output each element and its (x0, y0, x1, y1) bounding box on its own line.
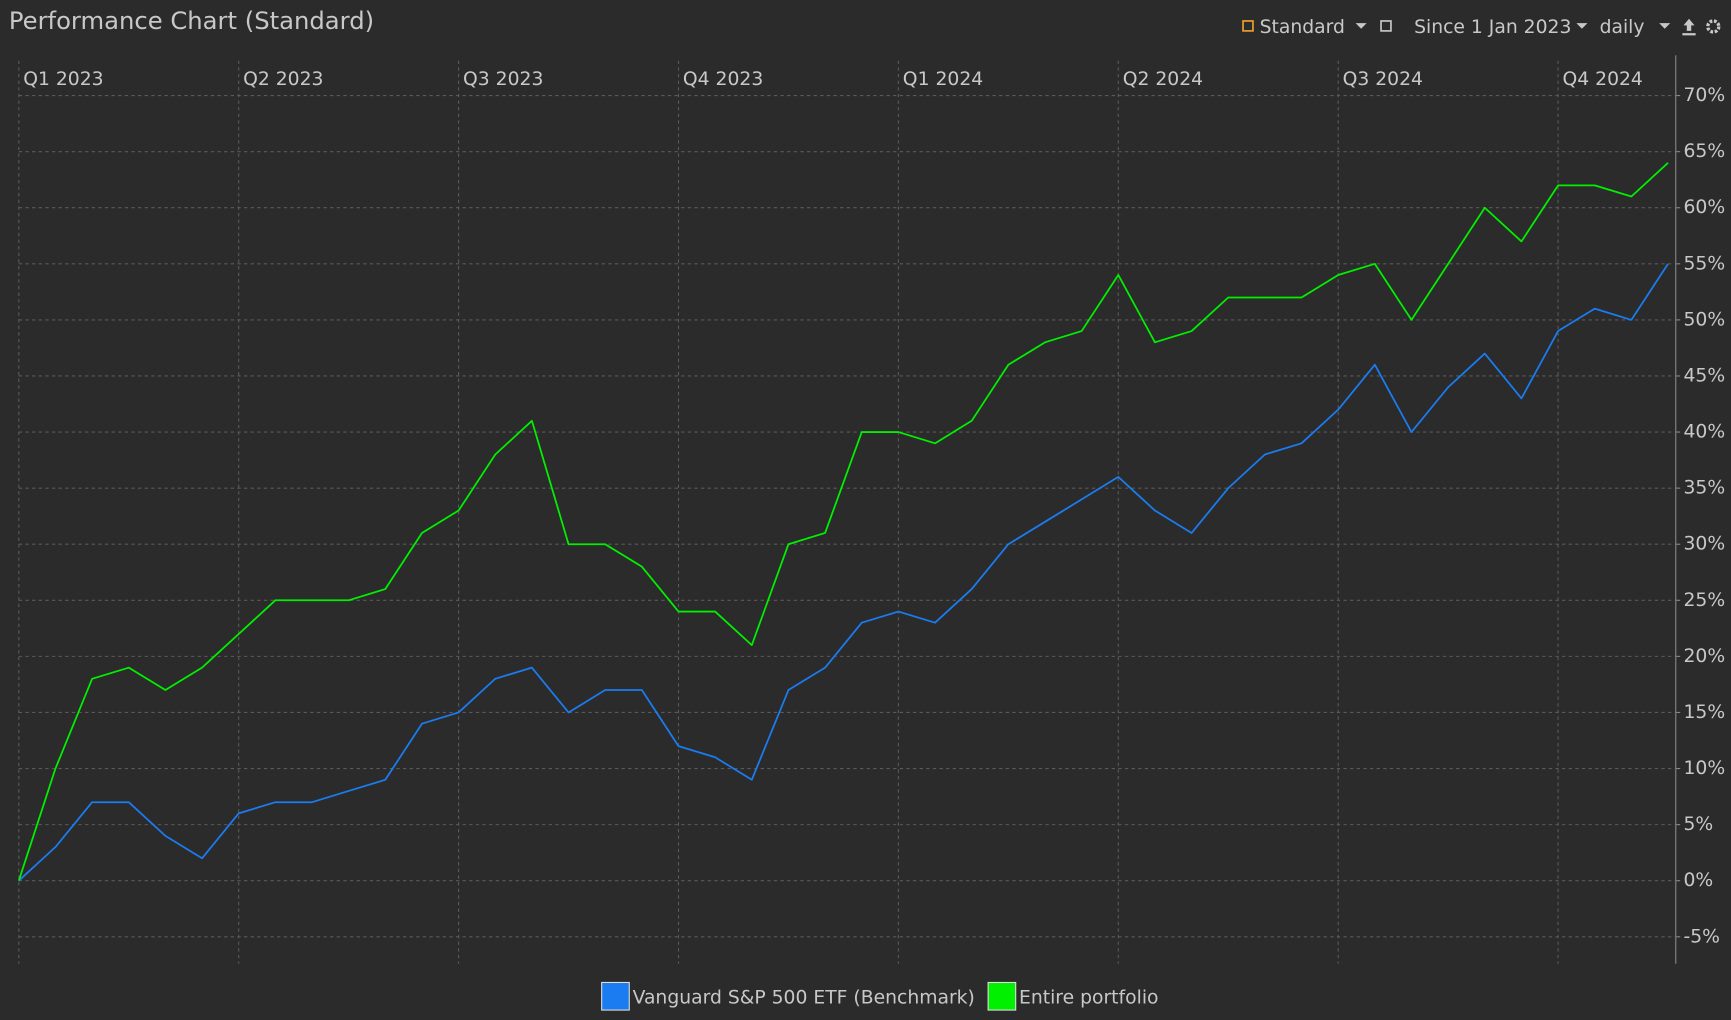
period-icon (1380, 20, 1392, 32)
period-dropdown[interactable] (1576, 23, 1588, 29)
y-tick-label: 15% (1683, 702, 1725, 723)
x-tick-label: Q3 2023 (463, 69, 543, 90)
legend-label: Vanguard S&P 500 ETF (Benchmark) (633, 987, 975, 1008)
export-button[interactable] (1682, 18, 1696, 36)
series-line (18, 263, 1669, 882)
interval-dropdown[interactable] (1659, 23, 1671, 29)
legend: Vanguard S&P 500 ETF (Benchmark) Entire p… (601, 981, 1158, 1011)
view-icon (1242, 20, 1254, 32)
view-dropdown[interactable] (1355, 23, 1367, 29)
y-tick-label: 5% (1683, 814, 1713, 835)
y-tick-label: 40% (1683, 422, 1725, 443)
x-tick-label: Q2 2023 (243, 69, 323, 90)
x-tick-label: Q1 2024 (903, 69, 983, 90)
x-tick-label: Q3 2024 (1343, 69, 1423, 90)
y-tick-label: 25% (1683, 590, 1725, 611)
y-tick-label: 30% (1683, 534, 1725, 555)
y-tick-label: 20% (1683, 646, 1725, 667)
y-tick-label: 55% (1683, 253, 1725, 274)
x-tick-label: Q4 2023 (683, 69, 763, 90)
toolbar: Standard Since 1 Jan 2023 daily (1242, 17, 1721, 38)
legend-label: Entire portfolio (1019, 987, 1158, 1008)
interval-selector[interactable]: daily (1600, 17, 1645, 38)
y-tick-label: 50% (1683, 309, 1725, 330)
y-tick-label: 60% (1683, 197, 1725, 218)
y-tick-label: 0% (1683, 870, 1713, 891)
view-title: Performance Chart (Standard) (9, 6, 374, 35)
y-tick-label: 65% (1683, 141, 1725, 162)
period-selector[interactable]: Since 1 Jan 2023 (1414, 17, 1571, 38)
settings-button[interactable] (1706, 19, 1721, 34)
y-tick-label: 70% (1683, 85, 1725, 106)
view-selector[interactable]: Standard (1260, 17, 1345, 38)
y-tick-label: 10% (1683, 758, 1725, 779)
y-tick-label: 45% (1683, 365, 1725, 386)
x-tick-label: Q2 2024 (1123, 69, 1203, 90)
legend-swatch (987, 981, 1017, 1011)
x-tick-label: Q1 2023 (23, 69, 103, 90)
x-tick-label: Q4 2024 (1562, 69, 1642, 90)
y-tick-label: 35% (1683, 478, 1725, 499)
legend-swatch (601, 981, 630, 1011)
y-tick-label: -5% (1683, 926, 1720, 947)
series-line (17, 162, 1669, 881)
